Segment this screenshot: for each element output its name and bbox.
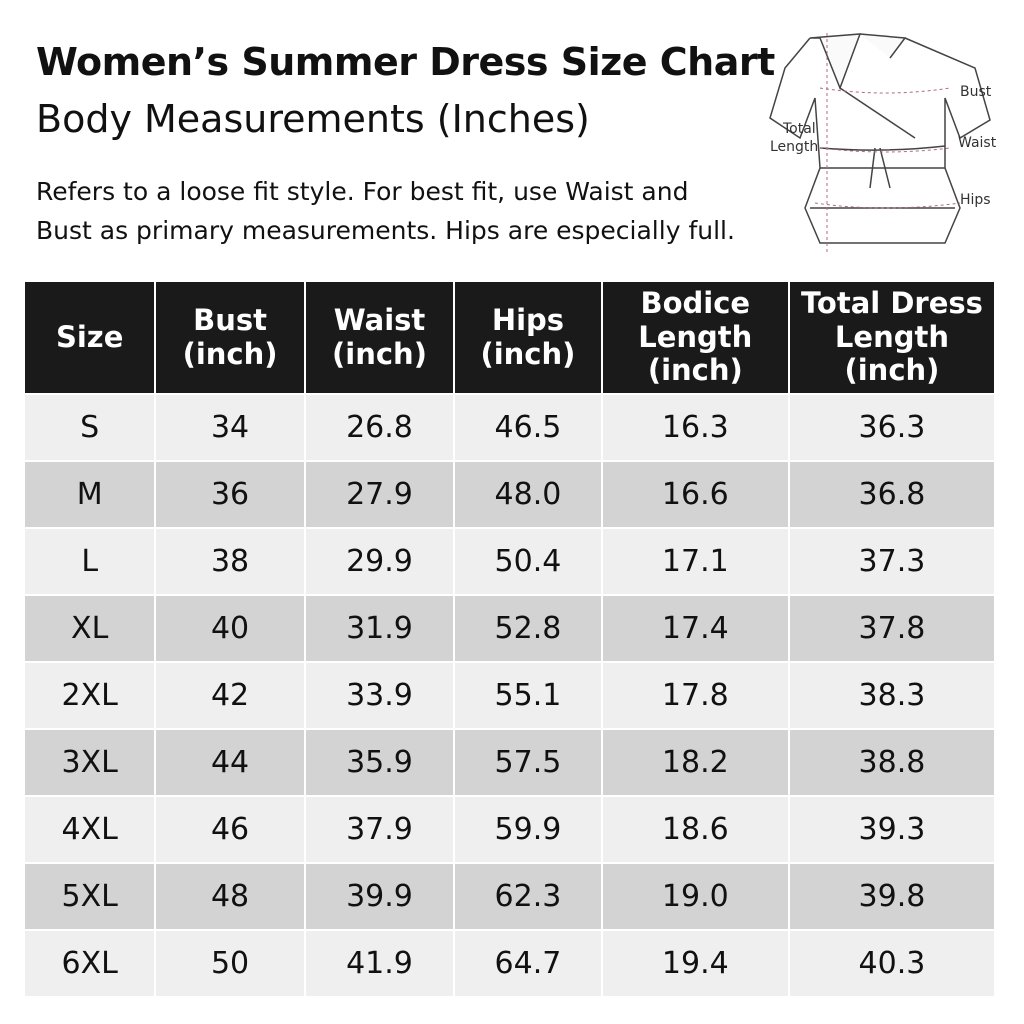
measurement-cell: 27.9 (305, 462, 454, 527)
measurement-cell: 35.9 (305, 730, 454, 795)
header-line: (inch) (182, 336, 278, 371)
header-line: Length (638, 319, 753, 354)
measurement-cell: 44 (156, 730, 304, 795)
measurement-cell: 36.8 (789, 462, 994, 527)
table-row: M 36 27.9 48.0 16.6 36.8 (25, 462, 994, 527)
diagram-label: Bust (960, 84, 992, 100)
header-line: (inch) (332, 336, 427, 371)
header-line: (inch) (480, 336, 576, 371)
subtitle: Body Measurements (Inches) (36, 97, 590, 141)
measurement-cell: 39.9 (305, 864, 454, 929)
measurement-cell: 39.8 (789, 864, 994, 929)
column-header: Size (25, 282, 155, 393)
measurement-cell: 37.9 (305, 797, 454, 862)
diagram-label: Waist (958, 135, 997, 151)
size-cell: 2XL (25, 663, 155, 728)
size-cell: 4XL (25, 797, 155, 862)
measurement-cell: 19.4 (602, 931, 788, 996)
measurement-cell: 18.6 (602, 797, 788, 862)
measurement-cell: 52.8 (455, 596, 601, 661)
dress-diagram: Bust Total Length Waist Hips (769, 33, 997, 253)
measurement-cell: 17.8 (602, 663, 788, 728)
column-header: Bust (inch) (156, 282, 304, 393)
table-row: L 38 29.9 50.4 17.1 37.3 (25, 529, 994, 594)
table-row: 6XL 50 41.9 64.7 19.4 40.3 (25, 931, 994, 996)
header-line: Size (55, 319, 124, 354)
measurement-cell: 16.6 (602, 462, 788, 527)
table-row: XL 40 31.9 52.8 17.4 37.8 (25, 596, 994, 661)
size-cell: M (25, 462, 155, 527)
measurement-cell: 40 (156, 596, 304, 661)
size-cell: S (25, 395, 155, 460)
header-line: Waist (333, 303, 426, 338)
size-cell: L (25, 529, 155, 594)
column-header: Hips (inch) (455, 282, 601, 393)
size-table: Size Bust (inch) Waist (inch) Hips (inch) Bodic… (23, 280, 996, 998)
measurement-cell: 64.7 (455, 931, 601, 996)
header-line: Bodice (640, 286, 751, 321)
measurement-cell: 26.8 (305, 395, 454, 460)
measurement-cell: 48 (156, 864, 304, 929)
measurement-cell: 38 (156, 529, 304, 594)
note-line: Refers to a loose fit style. For best fi… (36, 177, 689, 206)
measurement-cell: 48.0 (455, 462, 601, 527)
measurement-cell: 37.3 (789, 529, 994, 594)
measurement-cell: 50.4 (455, 529, 601, 594)
size-cell: 3XL (25, 730, 155, 795)
diagram-label: Total (782, 121, 816, 137)
size-cell: XL (25, 596, 155, 661)
table-body: S 34 26.8 46.5 16.3 36.3 M 36 27.9 48.0 16.6 36.8 L 3… (25, 395, 994, 996)
column-header: Bodice Length (inch) (602, 282, 788, 393)
measurement-cell: 19.0 (602, 864, 788, 929)
header-line: Length (834, 319, 949, 354)
table-row: 5XL 48 39.9 62.3 19.0 39.8 (25, 864, 994, 929)
measurement-cell: 42 (156, 663, 304, 728)
note-line: Bust as primary measurements. Hips are e… (36, 216, 735, 245)
column-header: Total Dress Length (inch) (789, 282, 994, 393)
measurement-cell: 39.3 (789, 797, 994, 862)
measurement-cell: 57.5 (455, 730, 601, 795)
measurement-cell: 16.3 (602, 395, 788, 460)
header-line: (inch) (844, 353, 940, 388)
size-cell: 6XL (25, 931, 155, 996)
header-line: Hips (491, 303, 565, 338)
measurement-cell: 36.3 (789, 395, 994, 460)
table-row: 2XL 42 33.9 55.1 17.8 38.3 (25, 663, 994, 728)
measurement-cell: 37.8 (789, 596, 994, 661)
diagram-label: Length (770, 139, 818, 155)
measurement-cell: 34 (156, 395, 304, 460)
measurement-cell: 36 (156, 462, 304, 527)
measurement-cell: 17.1 (602, 529, 788, 594)
table-row: 3XL 44 35.9 57.5 18.2 38.8 (25, 730, 994, 795)
measurement-cell: 29.9 (305, 529, 454, 594)
measurement-cell: 33.9 (305, 663, 454, 728)
table-row: 4XL 46 37.9 59.9 18.6 39.3 (25, 797, 994, 862)
measurement-cell: 18.2 (602, 730, 788, 795)
header-line: Bust (193, 303, 267, 338)
measurement-cell: 59.9 (455, 797, 601, 862)
title: Women’s Summer Dress Size Chart (36, 40, 775, 84)
measurement-cell: 38.8 (789, 730, 994, 795)
diagram-label: Hips (960, 192, 991, 208)
table-row: S 34 26.8 46.5 16.3 36.3 (25, 395, 994, 460)
measurement-cell: 17.4 (602, 596, 788, 661)
measurement-cell: 46 (156, 797, 304, 862)
column-header: Waist (inch) (305, 282, 454, 393)
measurement-cell: 31.9 (305, 596, 454, 661)
measurement-cell: 55.1 (455, 663, 601, 728)
header-line: (inch) (647, 353, 743, 388)
measurement-cell: 38.3 (789, 663, 994, 728)
header-line: Total Dress (801, 286, 983, 321)
size-cell: 5XL (25, 864, 155, 929)
measurement-cell: 40.3 (789, 931, 994, 996)
header-row: Size Bust (inch) Waist (inch) Hips (inch) Bodic… (25, 282, 994, 393)
measurement-cell: 41.9 (305, 931, 454, 996)
measurement-cell: 62.3 (455, 864, 601, 929)
measurement-cell: 50 (156, 931, 304, 996)
measurement-cell: 46.5 (455, 395, 601, 460)
